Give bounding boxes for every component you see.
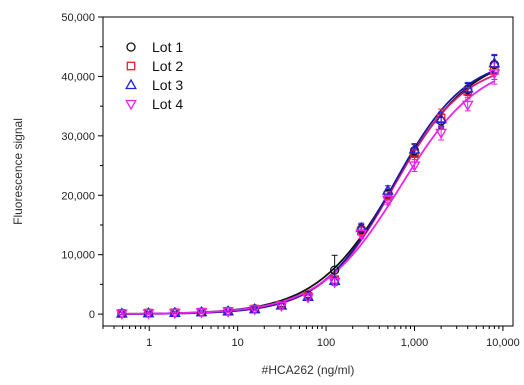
legend-marker [126,61,136,71]
y-tick-label: 40,000 [61,71,95,83]
data-point [381,184,394,195]
data-point [408,161,421,172]
data-point [248,302,261,314]
y-axis-title: Fluorescence signal [11,118,25,225]
data-point [435,112,448,124]
legend-marker [125,99,137,111]
y-tick-label: 50,000 [61,12,95,24]
data-point [142,306,155,318]
data-point [381,195,394,207]
y-tick-label: 20,000 [61,190,95,202]
legend-label: Lot 2 [152,58,183,74]
x-tick-label: 100 [317,337,335,349]
data-point [410,149,419,159]
data-point [488,69,501,80]
data-point [488,57,501,68]
data-point [222,307,235,318]
axes: 0 10,000 20,000 30,000 40,000 50,000 1 10 100 1,0… [61,12,519,349]
data-point [302,290,314,302]
data-point [195,305,208,317]
x-axis-title: #HCA262 (ng/ml) [262,363,355,377]
data-point [275,299,288,310]
data-point [168,308,181,320]
data-point [435,128,448,140]
data-point [195,308,208,319]
x-tick-label: 1 [146,337,152,349]
y-tick-label: 10,000 [61,250,95,262]
data-point [168,306,181,317]
x-tick-label: 10 [232,337,244,349]
legend-marker [126,42,136,52]
data-point [355,221,368,233]
error-bars [118,53,498,316]
plot-frame [102,16,514,327]
x-tick-label: 1,000 [401,337,429,349]
y-tick-label: 30,000 [61,131,95,143]
data-point [248,305,261,316]
data-point [142,309,155,320]
legend-marker [125,78,137,90]
x-tick-label: 10,000 [486,337,520,349]
data-point [115,309,128,320]
legend-label: Lot 4 [152,96,183,112]
data-point [461,81,474,93]
legend: Lot 1 Lot 2 Lot 3 Lot 4 [125,39,183,112]
data-point [275,301,288,313]
legend-label: Lot 1 [152,39,183,55]
data-point [115,307,128,318]
y-tick-label: 0 [89,309,95,321]
data-point [461,100,474,112]
data-point [328,277,341,289]
data-point [329,265,340,275]
data-point [355,229,368,241]
data-point [328,274,341,285]
data-point [302,293,314,304]
data-point [383,190,393,200]
data-point [222,305,235,316]
legend-label: Lot 3 [152,77,183,93]
data-point [408,143,421,154]
data-points [115,57,501,320]
